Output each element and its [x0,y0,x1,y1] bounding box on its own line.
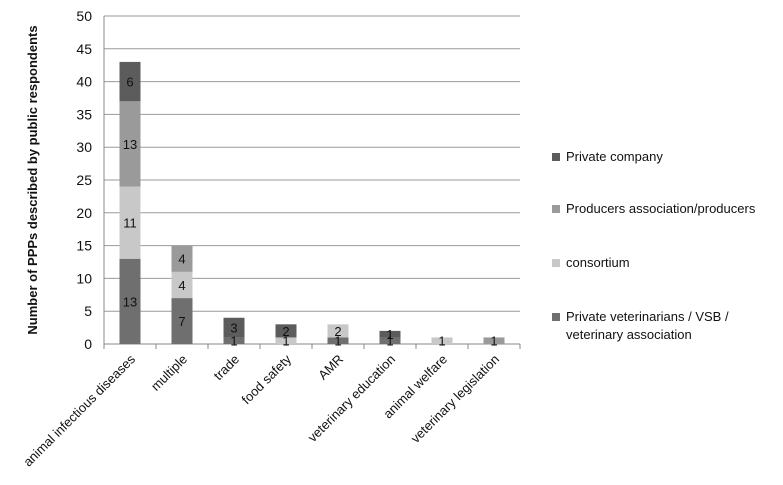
bar-segment [327,337,349,344]
y-tick-label: 5 [84,303,92,319]
bar-segment [119,61,141,102]
y-tick-label: 25 [76,172,92,188]
bar-segment [327,324,349,338]
legend-swatch [552,313,560,321]
y-tick-label: 35 [76,106,92,122]
data-label: 1 [438,334,445,349]
x-tick-label: veterinary education [305,352,398,445]
bar-segment [119,186,141,259]
data-label: 13 [123,137,137,152]
bar-segment [431,337,453,344]
data-label: 4 [178,252,185,267]
x-tick-label: animal infectious diseases [20,351,138,469]
legend-label: Private veterinarians / VSB / veterinary… [566,309,729,342]
bar-segment [275,324,297,338]
data-label: 1 [386,327,393,342]
bar-segment [223,337,245,344]
data-label: 3 [230,321,237,336]
legend-item: Private company [552,148,663,166]
data-label: 13 [123,294,137,309]
data-label: 2 [282,324,289,339]
data-label: 1 [230,334,237,349]
legend-swatch [552,153,560,161]
bar-segment [275,337,297,344]
data-label: 11 [123,216,137,231]
data-label: 6 [126,75,133,90]
legend-label: Private company [566,149,663,164]
y-axis-label: Number of PPPs described by public respo… [25,25,40,334]
bar-segment [379,337,401,344]
data-label: 7 [178,314,185,329]
x-tick-label: AMR [315,352,346,383]
bar-segment [223,317,245,338]
bar-segment [483,337,505,344]
y-tick-label: 0 [84,336,92,352]
bar-segment [379,330,401,338]
legend-label: consortium [566,255,630,270]
data-label: 1 [490,334,497,349]
y-tick-label: 15 [76,238,92,254]
bar-segment [171,298,193,344]
bar-segment [171,245,193,272]
y-tick-label: 45 [76,41,92,57]
bar-segment [171,271,193,299]
y-tick-label: 20 [76,205,92,221]
legend-swatch [552,205,560,213]
y-tick-label: 30 [76,139,92,155]
data-label: 2 [334,324,341,339]
y-tick-label: 40 [76,74,92,90]
legend-item: Producers association/producers [552,200,755,218]
data-label: 1 [334,334,341,349]
data-label: 1 [386,334,393,349]
legend-item: Private veterinarians / VSB / veterinary… [552,308,746,344]
legend-label: Producers association/producers [566,201,756,216]
y-tick-label: 50 [76,8,92,24]
y-tick-label: 10 [76,270,92,286]
x-tick-label: trade [211,352,243,384]
data-label: 4 [178,278,185,293]
x-tick-label: veterinary legislation [408,352,502,446]
legend-item: consortium [552,254,630,272]
bar-segment [119,258,141,344]
data-label: 1 [282,334,289,349]
x-tick-label: multiple [148,352,190,394]
legend-swatch [552,259,560,267]
x-tick-label: food safety [239,351,295,407]
bar-segment [119,101,141,187]
